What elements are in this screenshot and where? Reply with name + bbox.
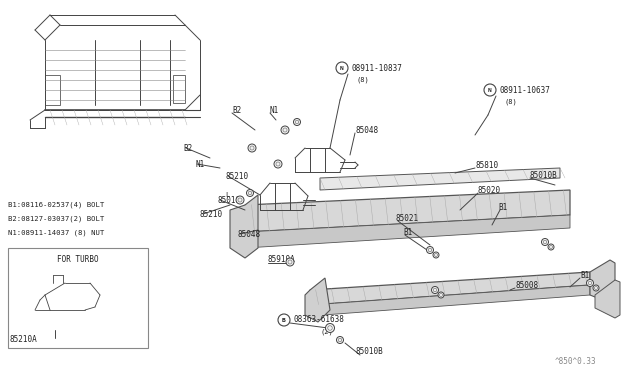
Text: N1:08911-14037 (8) NUT: N1:08911-14037 (8) NUT [8, 230, 104, 236]
Text: N1: N1 [270, 106, 279, 115]
Text: 85021: 85021 [396, 214, 419, 222]
Text: 85010: 85010 [218, 196, 241, 205]
Text: 85010B: 85010B [530, 170, 557, 180]
Circle shape [236, 196, 244, 204]
Circle shape [248, 144, 256, 152]
Text: N1: N1 [195, 160, 204, 169]
Circle shape [433, 252, 439, 258]
Text: B1: B1 [403, 228, 412, 237]
Circle shape [541, 238, 548, 246]
Bar [45, 75, 60, 105]
Polygon shape [590, 260, 615, 303]
Polygon shape [320, 168, 560, 190]
Circle shape [431, 286, 438, 294]
Text: B1: B1 [498, 202, 508, 212]
Text: (2): (2) [320, 329, 333, 335]
Polygon shape [595, 280, 620, 318]
Text: 85020: 85020 [477, 186, 500, 195]
Text: B1:08116-02537(4) BOLT: B1:08116-02537(4) BOLT [8, 202, 104, 208]
Polygon shape [310, 272, 590, 305]
Circle shape [438, 292, 444, 298]
Text: 85048: 85048 [355, 125, 378, 135]
Text: 08911-10837: 08911-10837 [352, 64, 403, 73]
Polygon shape [305, 278, 330, 322]
Bar [8, 248, 148, 348]
Text: 85810: 85810 [475, 160, 498, 170]
Polygon shape [310, 285, 590, 316]
Polygon shape [245, 215, 570, 248]
Circle shape [281, 126, 289, 134]
Text: 85010B: 85010B [355, 347, 383, 356]
Text: 08363-61638: 08363-61638 [294, 315, 345, 324]
Text: 08911-10637: 08911-10637 [500, 86, 551, 94]
Text: 85008: 85008 [515, 280, 538, 289]
Text: 85210: 85210 [200, 209, 223, 218]
Text: N: N [340, 65, 344, 71]
Text: (8): (8) [505, 99, 518, 105]
Polygon shape [230, 195, 258, 258]
Text: 85210: 85210 [225, 171, 248, 180]
Circle shape [286, 258, 294, 266]
Circle shape [246, 189, 253, 196]
Text: L: L [225, 192, 229, 198]
Text: B2: B2 [183, 144, 192, 153]
Polygon shape [245, 190, 570, 232]
Text: FOR TURBO: FOR TURBO [57, 256, 99, 264]
Text: B1: B1 [580, 270, 589, 279]
Circle shape [326, 324, 335, 333]
Circle shape [426, 247, 433, 253]
Text: (8): (8) [357, 77, 370, 83]
Text: N: N [488, 87, 492, 93]
Text: B: B [282, 317, 286, 323]
Circle shape [548, 244, 554, 250]
Text: ^850^0.33: ^850^0.33 [555, 357, 596, 366]
Text: B2: B2 [232, 106, 241, 115]
Text: 85048: 85048 [237, 230, 260, 238]
Bar [173, 75, 185, 103]
Circle shape [586, 279, 593, 286]
Text: B2:08127-03037(2) BOLT: B2:08127-03037(2) BOLT [8, 216, 104, 222]
Circle shape [337, 337, 344, 343]
Circle shape [294, 119, 301, 125]
Circle shape [593, 285, 599, 291]
Circle shape [274, 160, 282, 168]
Text: 85210A: 85210A [10, 336, 38, 344]
Text: 85910A: 85910A [267, 256, 295, 264]
